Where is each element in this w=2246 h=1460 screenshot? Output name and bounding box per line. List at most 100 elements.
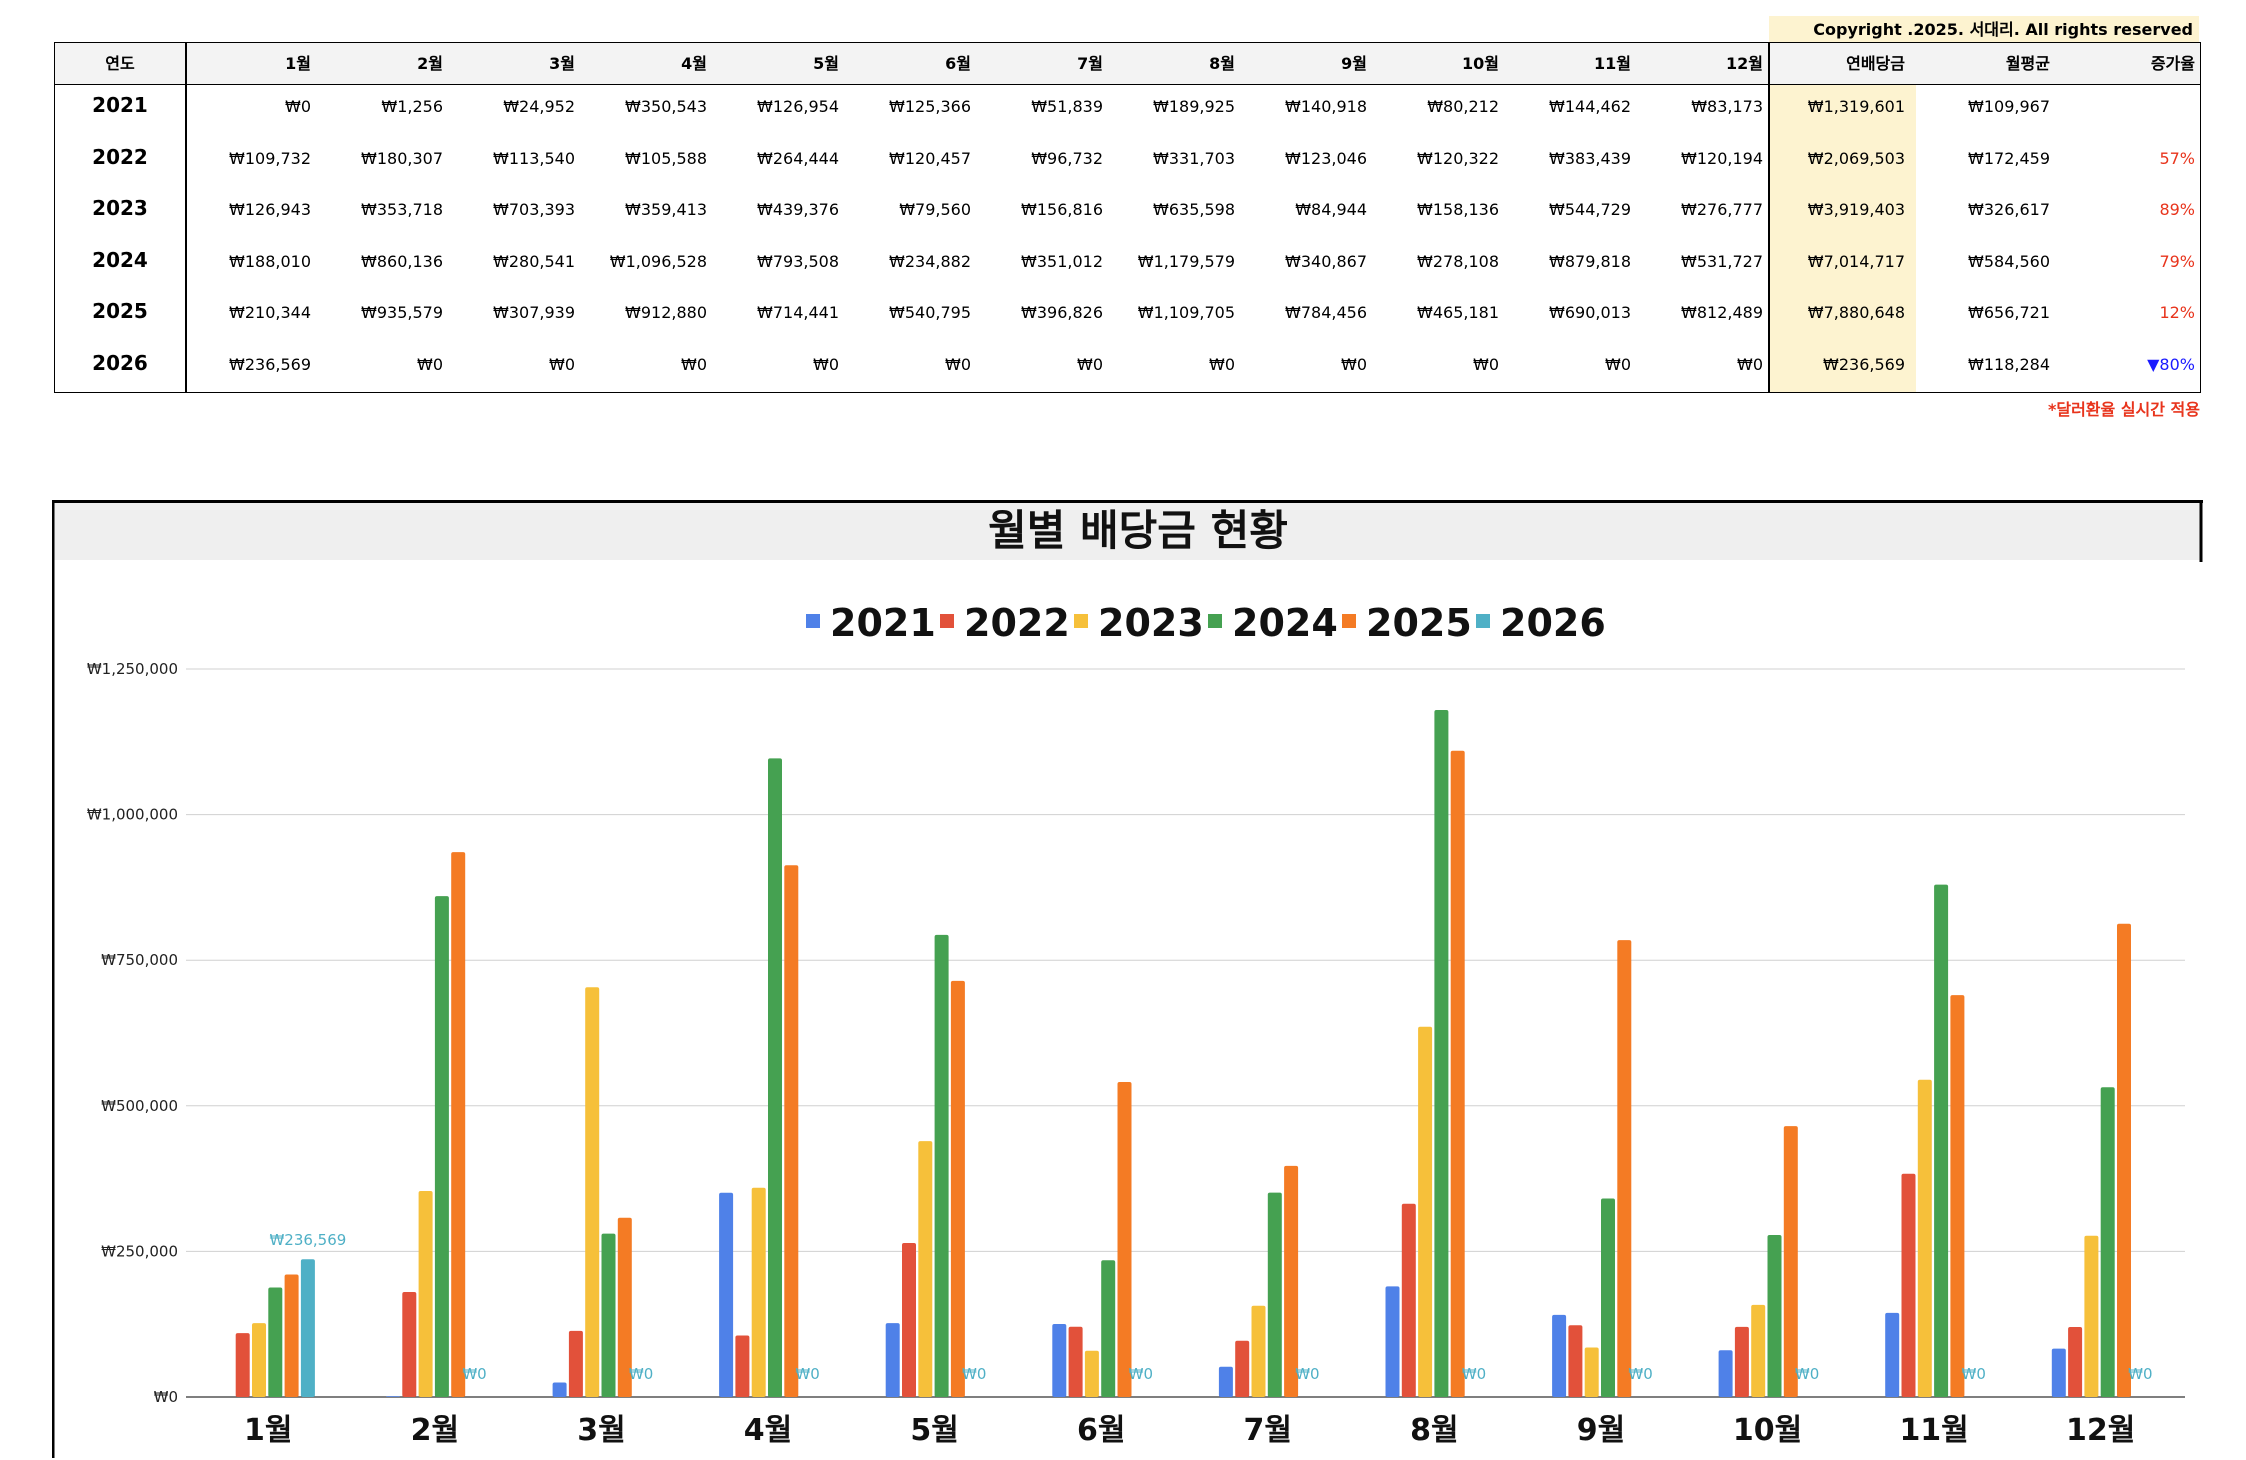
growth-rate: 79% [2159,251,2195,271]
data-label: ₩0 [795,1365,819,1383]
bar-2024-2 [434,896,449,1397]
row-year: 2025 [92,299,148,323]
bars [235,710,2131,1397]
column-divider [185,43,187,392]
monthly-value: ₩113,540 [493,148,575,168]
row-year: 2021 [92,93,148,117]
bar-2021-6 [1052,1324,1067,1397]
y-tick-label: ₩250,000 [101,1242,178,1260]
monthly-value: ₩860,136 [361,251,443,271]
monthly-value: ₩189,925 [1153,97,1235,116]
monthly-value: ₩24,952 [503,97,575,116]
bar-2026-1 [300,1259,315,1397]
bar-2022-5 [902,1243,916,1397]
monthly-value: ₩120,322 [1417,148,1499,168]
bar-2025-7 [1284,1165,1299,1397]
monthly-value: ₩1,256 [381,97,443,116]
bar-2023-4 [751,1187,766,1397]
monthly-value: ₩540,795 [889,303,971,322]
monthly-average: ₩326,617 [1968,200,2050,219]
monthly-value: ₩635,598 [1153,200,1235,219]
column-header: 5월 [813,54,839,73]
bar-2025-10 [1783,1126,1798,1397]
chart-title: 월별 배당금 현황 [988,506,1288,555]
column-header: 7월 [1077,54,1103,73]
bar-2025-12 [2117,923,2131,1397]
annual-total: ₩3,919,403 [1807,200,1905,219]
column-header: 11월 [1594,54,1631,73]
x-tick-label: 10월 [1733,1413,1802,1448]
column-header: 연배당금 [1846,54,1905,73]
monthly-value: ₩120,194 [1681,148,1763,168]
monthly-value: ₩125,366 [889,97,971,116]
bar-2022-3 [568,1330,583,1397]
bar-2021-10 [1718,1350,1733,1397]
monthly-average: ₩109,967 [1968,97,2050,116]
column-divider [1768,43,1770,392]
bar-2022-1 [235,1333,250,1397]
monthly-value: ₩439,376 [757,200,839,219]
legend-label: 2024 [1232,601,1338,645]
monthly-value: ₩1,179,579 [1137,251,1235,271]
bar-2025-4 [784,865,799,1397]
data-label: ₩0 [962,1365,986,1383]
monthly-value: ₩0 [1341,354,1367,374]
bar-2022-10 [1734,1326,1749,1397]
bar-2024-7 [1267,1192,1282,1397]
monthly-value: ₩383,439 [1549,148,1631,168]
legend-swatch [1074,614,1088,628]
legend-label: 2025 [1366,601,1472,645]
monthly-value: ₩51,839 [1031,97,1103,116]
monthly-value: ₩353,718 [361,200,443,219]
monthly-value: ₩276,777 [1681,200,1763,219]
legend-label: 2023 [1098,601,1204,645]
x-tick-label: 1월 [244,1413,292,1448]
growth-rate: 12% [2159,303,2195,322]
gridlines [186,668,2185,1398]
bar-2021-7 [1218,1366,1233,1397]
monthly-value: ₩690,013 [1549,303,1631,322]
bar-2024-11 [1934,884,1949,1397]
column-header: 12월 [1726,54,1763,73]
annual-total: ₩236,569 [1823,354,1905,374]
y-tick-label: ₩500,000 [101,1097,178,1115]
bar-2023-2 [418,1191,433,1397]
bar-2023-9 [1584,1347,1599,1397]
y-tick-label: ₩750,000 [101,951,178,969]
column-header: 증가율 [2150,54,2195,73]
monthly-value: ₩0 [1737,354,1763,374]
x-tick-label: 5월 [910,1413,958,1448]
bar-2023-12 [2084,1235,2099,1397]
monthly-value: ₩935,579 [361,303,443,322]
chart-title-bar [54,502,2201,560]
monthly-value: ₩140,918 [1285,97,1367,116]
bar-2021-5 [885,1323,900,1397]
row-year: 2024 [92,247,148,272]
monthly-value: ₩188,010 [229,251,311,271]
data-label: ₩0 [1295,1365,1319,1383]
monthly-value: ₩84,944 [1295,200,1367,219]
growth-rate: 57% [2159,148,2195,168]
bar-2024-12 [2100,1087,2115,1397]
monthly-value: ₩109,732 [229,148,311,168]
bar-2021-11 [1885,1312,1900,1397]
column-header: 8월 [1209,54,1235,73]
monthly-value: ₩280,541 [493,251,575,271]
column-header: 10월 [1462,54,1499,73]
growth-rate: ▼80% [2147,354,2195,374]
x-tick-label: 3월 [577,1413,625,1448]
monthly-value: ₩0 [417,354,443,374]
monthly-value: ₩359,413 [625,200,707,219]
monthly-value: ₩180,307 [361,148,443,168]
x-tick-label: 4월 [744,1413,792,1448]
y-tick-label: ₩0 [154,1388,178,1406]
monthly-value: ₩83,173 [1691,97,1763,116]
table-header-row [55,43,2200,85]
monthly-value: ₩544,729 [1549,200,1631,219]
column-header: 3월 [549,54,575,73]
monthly-value: ₩812,489 [1681,303,1763,322]
data-label: ₩0 [629,1365,653,1383]
bar-2022-2 [402,1292,417,1397]
x-tick-label: 2월 [411,1413,459,1448]
chart-canvas: 월별 배당금 현황 2021 2022 2023 2024 2025 2026 ₩0 ₩25… [52,500,2203,1460]
